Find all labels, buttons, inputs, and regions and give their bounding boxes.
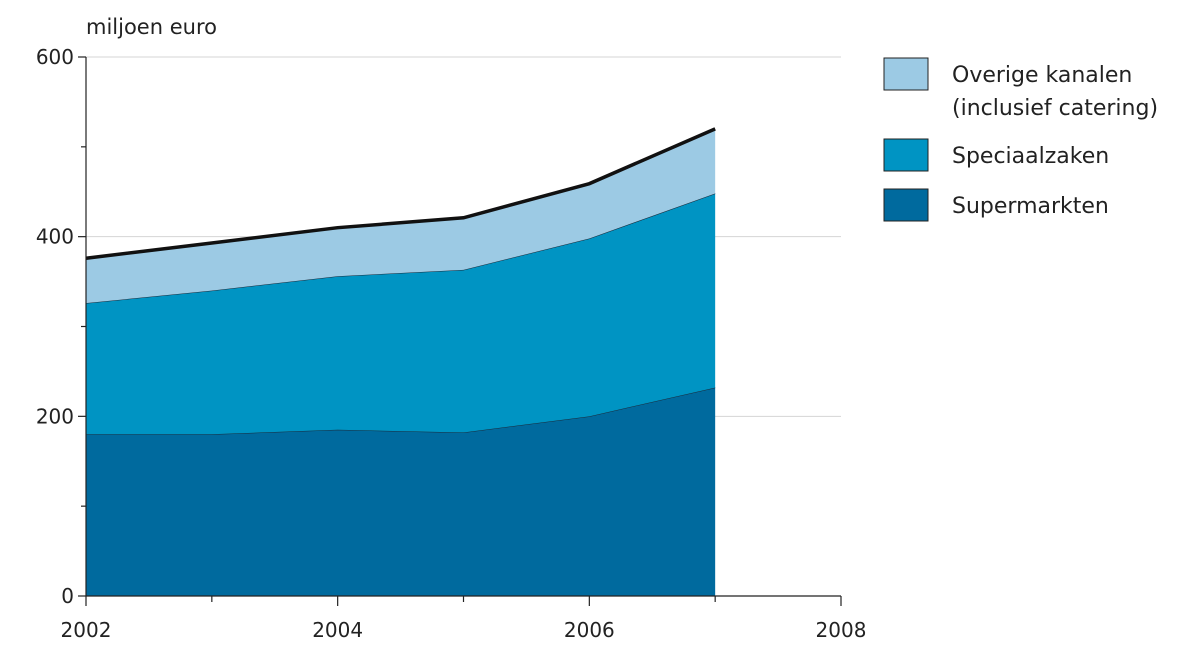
y-tick-label-400: 400 [36,225,74,249]
y-tick-label-200: 200 [36,404,74,428]
legend-label: Overige kanalen [952,63,1132,88]
legend-label: Supermarkten [952,194,1109,219]
total-line [85,127,716,260]
x-tick-label-2008: 2008 [816,618,867,642]
legend-label: (inclusief catering) [952,96,1158,121]
legend: Overige kanalen (inclusief catering) Speci… [883,57,1158,222]
area-supermarkten [86,387,716,596]
legend-label: Speciaalzaken [952,144,1109,169]
area-speciaalzaken [86,193,716,435]
x-tick-label-2006: 2006 [564,618,615,642]
x-tick-label-2002: 2002 [61,618,112,642]
area-overige [86,128,716,304]
legend-swatch [883,57,929,91]
legend-swatch [883,138,929,172]
axes: 0 200 400 600 2002 2004 2006 2008 [36,45,867,642]
x-tick-label-2004: 2004 [312,618,363,642]
legend-swatch [883,188,929,222]
y-axis-unit-label: miljoen euro [86,15,217,39]
y-tick-label-0: 0 [61,584,74,608]
y-tick-label-600: 600 [36,45,74,69]
area-series [85,127,716,596]
